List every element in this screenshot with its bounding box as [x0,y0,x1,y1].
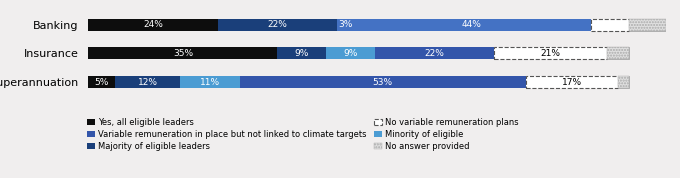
Bar [88,76,116,88]
Text: 12%: 12% [138,78,158,87]
Bar [526,76,618,88]
Bar [353,19,591,31]
Text: 17%: 17% [562,78,582,87]
Text: 53%: 53% [373,78,393,87]
Text: 22%: 22% [267,20,288,29]
Text: 5%: 5% [95,78,109,87]
Bar [628,19,666,31]
Text: 35%: 35% [173,49,193,58]
Text: 3%: 3% [338,20,352,29]
Bar [607,47,628,59]
Text: 44%: 44% [462,20,482,29]
Bar [326,47,375,59]
Text: 22%: 22% [424,49,444,58]
Bar [88,19,218,31]
Bar [526,76,618,88]
Bar [375,47,494,59]
Text: 9%: 9% [343,49,358,58]
Text: 24%: 24% [143,20,163,29]
Text: 21%: 21% [540,49,560,58]
Bar [618,76,628,88]
Bar [116,76,180,88]
Bar [591,19,628,31]
Text: 11%: 11% [200,78,220,87]
Bar [607,47,628,59]
Bar [337,19,353,31]
Bar [239,76,526,88]
Bar [180,76,239,88]
Bar [277,47,326,59]
Bar [591,19,628,31]
Bar [88,47,277,59]
Legend: Yes, all eligible leaders, Variable remuneration in place but not linked to clim: Yes, all eligible leaders, Variable remu… [87,118,519,151]
Bar [628,19,666,31]
Bar [218,19,337,31]
Bar [494,47,607,59]
Text: 9%: 9% [294,49,309,58]
Bar [618,76,628,88]
Bar [494,47,607,59]
